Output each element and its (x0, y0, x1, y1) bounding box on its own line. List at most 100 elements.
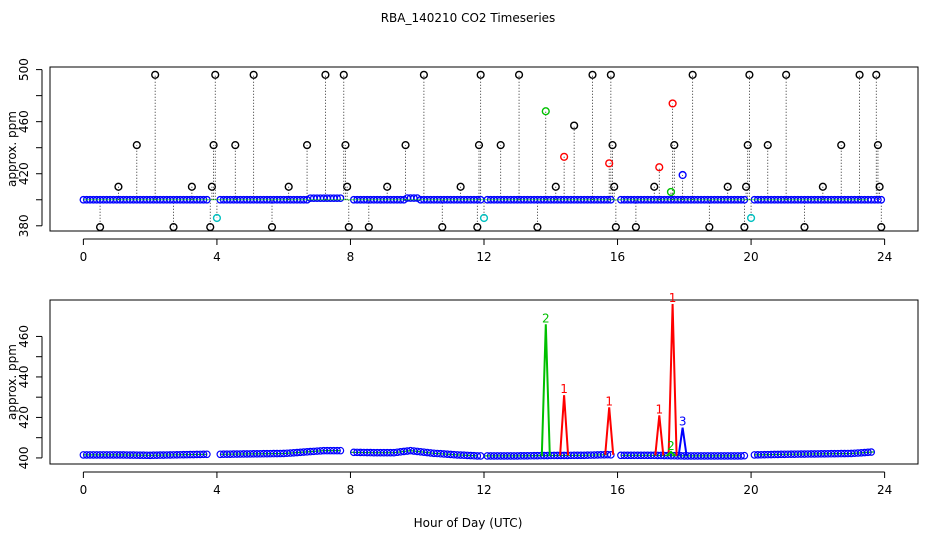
peak-label: 3 (679, 415, 687, 429)
excursion-point (114, 182, 123, 191)
excursion-point (837, 140, 846, 150)
peak-line (654, 415, 665, 456)
excursion-point (551, 182, 560, 191)
baseline-point (874, 195, 882, 204)
excursion-point (344, 222, 353, 232)
peak-label: 2 (667, 439, 675, 453)
top-x-tick-label: 4 (213, 250, 221, 264)
top-x-tick-label: 0 (80, 250, 88, 264)
peak-label: 2 (542, 311, 550, 325)
top-y-tick-label: 460 (17, 110, 31, 133)
bottom-x-tick-label: 24 (877, 483, 892, 497)
baseline-point (336, 194, 345, 203)
excursion-point (231, 140, 240, 150)
excursion-point (364, 222, 373, 232)
bottom-x-tick-label: 0 (80, 483, 88, 497)
top-panel-frame (49, 66, 919, 232)
bottom-x-tick-label: 8 (347, 483, 355, 497)
excursion-point (151, 70, 160, 79)
excursion-point (419, 70, 429, 79)
bottom-x-tick-label: 16 (610, 483, 625, 497)
baseline-line (83, 453, 207, 456)
baseline-point (473, 452, 482, 460)
peak-line (540, 324, 551, 456)
baseline-point (199, 450, 208, 459)
excursion-point (514, 70, 524, 79)
excursion-point (249, 70, 258, 79)
excursion-point (611, 222, 620, 232)
peak-label: 1 (655, 402, 663, 416)
excursion-point (302, 140, 312, 150)
peak-line (667, 303, 678, 456)
excursion-point (606, 70, 615, 79)
excursion-point (608, 140, 617, 150)
excursion-point (875, 182, 884, 191)
bottom-y-tick-label: 400 (17, 446, 31, 469)
excursion-point (267, 222, 277, 232)
excursion-point (541, 107, 550, 116)
top-panel-scatter: approx. ppm 0 4 8 12 16 20 24 380 420 460 500 (5, 58, 919, 264)
baseline-point (737, 452, 745, 460)
excursion-point (560, 152, 569, 161)
excursion-point (855, 70, 864, 79)
excursion-point (438, 222, 447, 232)
excursion-point (588, 70, 597, 79)
excursion-point (169, 222, 178, 232)
excursion-point (872, 70, 881, 79)
baseline-point (740, 451, 749, 460)
top-y-axis-label: approx. ppm (5, 111, 19, 187)
excursion-point (473, 222, 482, 232)
excursion-point (209, 140, 218, 150)
excursion-point (650, 182, 659, 191)
excursion-point (670, 140, 679, 150)
excursion-point (668, 99, 677, 108)
excursion-point (723, 182, 732, 191)
bottom-y-tick-label: 420 (17, 406, 31, 429)
bottom-y-tick-label: 440 (17, 365, 31, 388)
top-y-tick-label: 420 (17, 162, 31, 185)
top-x-tick-label: 24 (877, 250, 892, 264)
excursion-point (456, 182, 465, 191)
excursion-point (341, 140, 350, 150)
baseline-point (410, 194, 418, 202)
excursion-point (321, 70, 330, 79)
baseline-point (864, 448, 872, 457)
baseline-point (607, 451, 615, 459)
excursion-point (284, 182, 293, 191)
excursion-point (740, 222, 749, 232)
excursion-point (746, 213, 756, 223)
excursion-point (207, 182, 217, 191)
top-x-tick-label: 12 (476, 250, 491, 264)
baseline-point (203, 450, 211, 459)
baseline-point (333, 446, 341, 455)
bottom-x-tick-label: 4 (213, 483, 221, 497)
excursion-point (800, 222, 809, 232)
excursion-point (187, 182, 196, 191)
excursion-point (95, 222, 105, 232)
excursion-point (533, 222, 542, 232)
top-x-tick-label: 8 (347, 250, 355, 264)
excursion-point (479, 213, 489, 223)
baseline-point (877, 195, 886, 204)
bottom-y-axis-label: approx. ppm (5, 344, 19, 420)
excursion-point (206, 222, 215, 232)
excursion-point (383, 182, 392, 191)
peak-line (677, 427, 688, 457)
excursion-point (743, 140, 752, 150)
excursion-point (763, 140, 772, 150)
excursion-point (782, 70, 791, 79)
top-axes: 0 4 8 12 16 20 24 380 420 460 500 (17, 58, 892, 264)
peak-line (666, 450, 676, 457)
excursion-point (666, 187, 676, 197)
baseline-point (336, 446, 345, 455)
excursion-point (476, 70, 485, 79)
top-x-tick-label: 20 (743, 250, 758, 264)
excursion-point (745, 70, 754, 79)
excursion-point (610, 182, 619, 191)
excursion-point (339, 70, 348, 79)
chart-title: RBA_140210 CO2 Timeseries (381, 11, 556, 25)
